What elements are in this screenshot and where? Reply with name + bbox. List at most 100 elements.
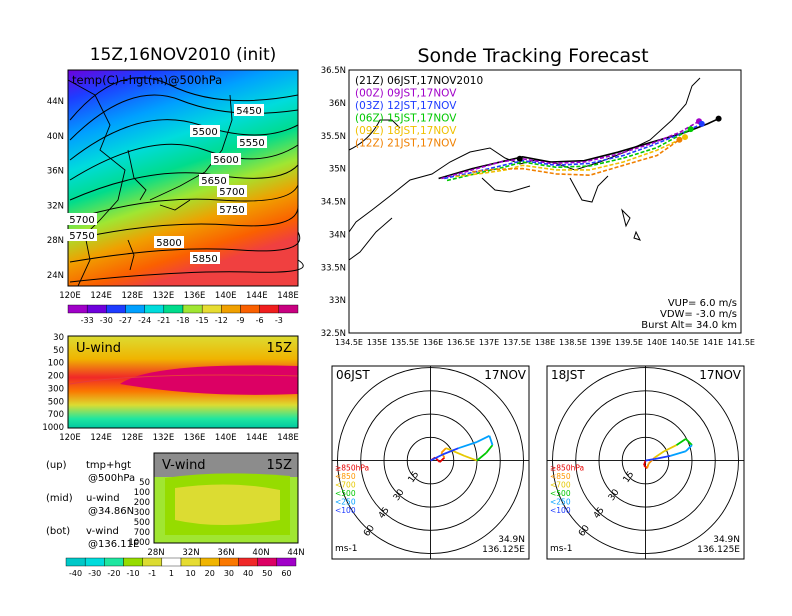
uwind-x-tick-label: 140E [215, 433, 237, 443]
uwind-x-tick-label: 136E [184, 433, 206, 443]
contour-label-bg [67, 213, 97, 225]
track-mid-point [516, 155, 523, 162]
hodograph-date: 17NOV [699, 368, 741, 382]
wind-colorbar-swatch [238, 557, 258, 567]
colorbar-swatch [144, 304, 165, 314]
hodograph-level-label: <100 [550, 506, 571, 515]
hodograph-level-label: <500 [335, 489, 356, 498]
uwind-y-tick-label: 200 [48, 372, 64, 382]
track-line [444, 123, 703, 180]
contour-label: 5450 [236, 106, 261, 117]
hodograph-segment [440, 447, 447, 454]
track-end-point [715, 115, 722, 122]
colorbar-tick-label: -30 [100, 316, 113, 325]
lon-tick-label: 136E [184, 291, 206, 301]
vwind-y-tick-label: 1000 [128, 538, 150, 548]
track-lon-tick-label: 141E [703, 338, 723, 347]
track-lon-tick-label: 135E [367, 338, 387, 347]
track-legend: (21Z) 06JST,17NOV2010(00Z) 09JST,17NOV(0… [355, 75, 483, 150]
track-legend-entry: (21Z) 06JST,17NOV2010 [355, 75, 483, 87]
lat-tick-label: 40N [47, 132, 64, 142]
vwind-y-tick-label: 300 [134, 508, 150, 518]
colorbar-tick-label: -12 [215, 316, 228, 325]
wind-colorbar-tick-label: -10 [127, 569, 140, 578]
hodograph-level-label: <500 [550, 489, 571, 498]
contour-label-bg [217, 203, 247, 215]
wind-colorbar-tick-label: -20 [107, 569, 120, 578]
hodograph-segment [685, 444, 693, 452]
track-lat-tick-label: 32.5N [321, 329, 346, 339]
track-lon-tick-label: 139E [591, 338, 611, 347]
wind-colorbar-tick-label: -30 [88, 569, 101, 578]
map-contour-labels: 5450550055505600565057005750570057505800… [67, 104, 267, 265]
lon-tick-label: 132E [153, 291, 175, 301]
track-lon-tick-label: 137E [479, 338, 499, 347]
hodograph-level-label: <700 [550, 481, 571, 490]
track-info-line: VUP= 6.0 m/s [668, 298, 737, 309]
wind-colorbar-swatch [219, 557, 239, 567]
track-lat-tick-label: 35N [329, 165, 346, 175]
vwind-y-tick-label: 200 [134, 498, 150, 508]
track-legend-entry: (00Z) 09JST,17NOV [355, 88, 457, 100]
contour-label: 5500 [192, 127, 217, 138]
track-coastline [348, 77, 701, 261]
colorbar-tick-label: -18 [176, 316, 189, 325]
contour-label: 5750 [219, 205, 244, 216]
colorbar-swatch [201, 304, 222, 314]
track-end-point [698, 120, 705, 127]
uwind-y-tick-label: 50 [53, 346, 64, 356]
uwind-y-tick-label: 300 [48, 384, 64, 394]
uwind-x-tick-label: 132E [153, 433, 175, 443]
hodograph-level-label: <250 [550, 498, 571, 507]
hodograph-date-bg [481, 368, 527, 382]
vwind-y-tick-label: 50 [139, 478, 150, 488]
vwind-label: V-wind [162, 458, 206, 473]
hodograph-date-bg [696, 368, 742, 382]
colorbar-swatch [278, 304, 299, 314]
wind-colorbar-tick-label: 20 [205, 569, 215, 578]
hodograph-title-bg [549, 368, 593, 382]
contour-label: 5750 [69, 231, 94, 242]
colorbar-tick-label: -33 [81, 316, 94, 325]
track-legend-entry: (06Z) 15JST,17NOV [355, 113, 457, 125]
hodograph-segment [654, 450, 665, 459]
hodograph-title: 18JST [551, 368, 585, 382]
contour-label-bg [211, 153, 241, 165]
legend-left-text: u-wind [86, 493, 120, 504]
uwind-y-tick-label: 100 [48, 359, 64, 369]
vwind-x-tick-label: 40N [252, 548, 269, 558]
track-lat-ticks: 36.5N 36N 35.5N 35N 34.5N 34N 33.5N 33N 32.5N [321, 66, 346, 339]
wind-colorbar-tick-label: 40 [243, 569, 253, 578]
hodograph-level-label: ≥850hPa [335, 464, 369, 473]
hodograph-level-label: <700 [335, 481, 356, 490]
colorbar-swatch [67, 304, 88, 314]
map-lon-ticks: 120E 124E 128E 132E 136E 140E 144E 148E [59, 291, 299, 301]
vwind-y-tick-label: 100 [134, 488, 150, 498]
legend-left-text: @136.11E [88, 539, 139, 550]
lon-tick-label: 128E [121, 291, 143, 301]
wind-colorbar-swatch [104, 557, 124, 567]
uwind-x-tick-label: 144E [246, 433, 268, 443]
track-info-line: VDW= -3.0 m/s [660, 309, 737, 320]
track-lon-tick-label: 138.5E [559, 338, 587, 347]
lon-tick-label: 140E [215, 291, 237, 301]
track-lon-tick-label: 139.5E [615, 338, 643, 347]
track-lon-ticks: 134.5E 135E 135.5E 136E 136.5E 137E 137.5E 138E… [335, 338, 755, 347]
track-end-point [676, 136, 683, 143]
lat-tick-label: 32N [47, 201, 64, 211]
track-line [441, 120, 700, 180]
uwind-x-tick-label: 120E [59, 433, 81, 443]
hodograph-segment [663, 444, 677, 453]
uwind-jet-core [120, 365, 298, 395]
track-legend-entry: (03Z) 12JST,17NOV [355, 100, 457, 112]
colorbar-tick-label: -6 [256, 316, 264, 325]
colorbar-swatch [221, 304, 241, 314]
legend-left-text: @34.86N [88, 506, 134, 517]
hodograph-level-label: <850 [550, 472, 571, 481]
uwind-x-ticks: 120E 124E 128E 132E 136E 140E 144E 148E [59, 433, 299, 443]
hodograph-segment [458, 441, 478, 450]
wind-colorbar-swatch [65, 557, 86, 567]
